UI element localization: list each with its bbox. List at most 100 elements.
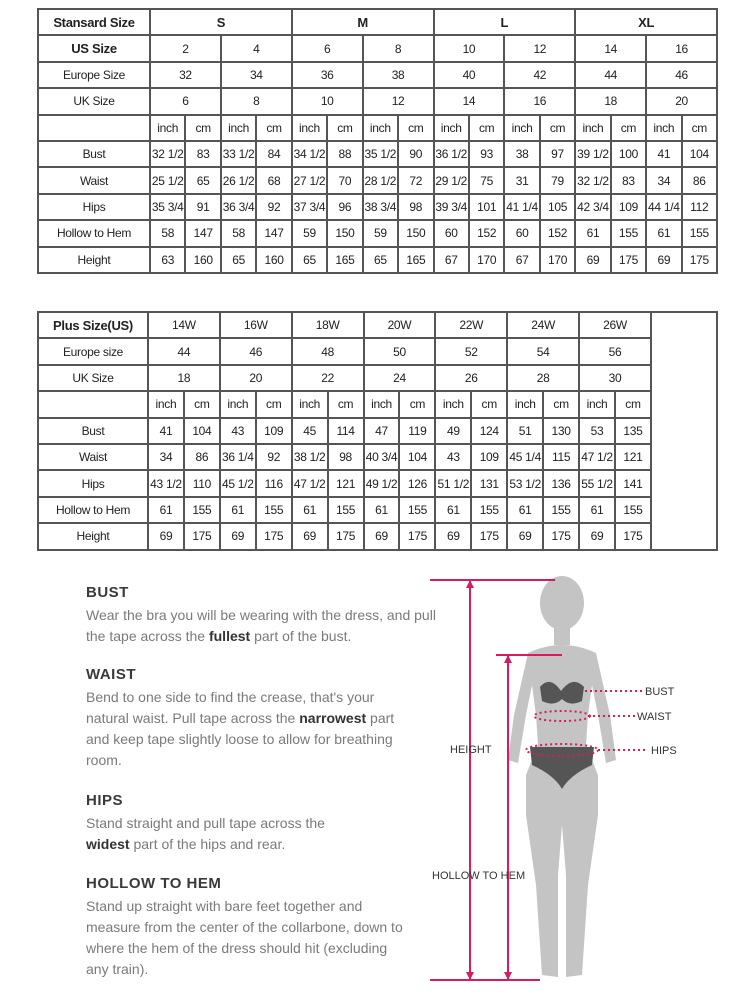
table-cell: 72: [397, 166, 435, 195]
us_size-row: US Size 2 4 6 8 10 12 14 16: [37, 34, 718, 63]
unit-cell: inch: [506, 390, 545, 419]
table-cell: 79: [538, 166, 577, 195]
bust-guide: BUST Wear the bra you will be wearing wi…: [86, 584, 446, 647]
table-cell: 116: [254, 469, 293, 498]
table-cell: 43 1/2: [147, 469, 185, 498]
table-cell: 88: [326, 139, 364, 169]
table-cell: 46: [645, 60, 718, 90]
table-cell: 160: [184, 245, 222, 274]
unit-cell: inch: [645, 113, 683, 142]
table-cell: 45 1/4: [506, 442, 545, 472]
table-cell: 43: [218, 416, 257, 445]
table-cell: 90: [397, 139, 435, 169]
table-cell: 14: [574, 34, 648, 63]
row-label: US Size: [37, 34, 151, 63]
unit-cell: cm: [398, 390, 437, 419]
table-cell: 41: [645, 139, 683, 169]
table-cell: 42: [503, 60, 577, 90]
table-cell: 50: [362, 337, 437, 366]
unit-cell: cm: [680, 113, 719, 142]
table-cell: 2: [149, 34, 222, 63]
table-cell: 36: [290, 60, 364, 90]
table-cell: 112: [680, 192, 719, 222]
table-cell: 18: [574, 87, 648, 116]
table-cell: 34: [219, 60, 293, 90]
size-group-header: S: [149, 7, 293, 37]
size-group-header: L: [432, 7, 577, 37]
table-cell: 14: [432, 87, 506, 116]
table-cell: 152: [467, 219, 506, 248]
unit-cell: cm: [326, 390, 365, 419]
unit-cell: cm: [182, 390, 221, 419]
table-cell: 31: [503, 166, 541, 195]
table-cell: 175: [613, 522, 653, 551]
row-label: Hollow to Hem: [37, 495, 149, 525]
table-cell: 155: [609, 219, 648, 248]
table-cell: 170: [467, 245, 506, 274]
table-cell: 22: [290, 363, 365, 393]
table-cell: 104: [182, 416, 221, 445]
bust-title: BUST: [86, 584, 129, 601]
measurement-row: Height 63 160 65 160 65 165 65 165 67 170 67 170 69 17…: [37, 245, 719, 274]
table-cell: 61: [645, 219, 683, 248]
table-cell: 53 1/2: [506, 469, 545, 498]
table-cell: 65: [290, 245, 329, 274]
table-cell: 86: [680, 166, 719, 195]
table-cell: 51: [506, 416, 545, 445]
table-cell: 69: [147, 522, 185, 551]
table-cell: 69: [645, 245, 683, 274]
unit-cell: cm: [613, 390, 653, 419]
table-cell: 83: [609, 166, 648, 195]
uk_size-row: UK Size 18 20 22 24 26 28 30: [37, 363, 717, 393]
row-label: Europe size: [37, 337, 149, 366]
table-cell: 27 1/2: [290, 166, 329, 195]
size-header: 26W: [578, 310, 652, 340]
unit-cell: inch: [503, 113, 541, 142]
europe_size-row: Europe Size 32 34 36 38 40 42 44 46: [37, 60, 718, 90]
row-label: UK Size: [37, 363, 149, 393]
table-cell: 10: [290, 87, 364, 116]
table-cell: 100: [609, 139, 648, 169]
table-cell: 39 3/4: [432, 192, 470, 222]
table-cell: 109: [609, 192, 648, 222]
table-cell: 56: [578, 337, 652, 366]
table-cell: 37 3/4: [290, 192, 329, 222]
hips-guide: HIPS Stand straight and pull tape across…: [86, 792, 446, 855]
table-cell: 93: [467, 139, 506, 169]
table-cell: 109: [254, 416, 293, 445]
row-label: Waist: [37, 166, 151, 195]
table-cell: 55 1/2: [578, 469, 616, 498]
measurement-row: Waist 34 86 36 1/4 92 38 1/2 98 40 3/4 104 43 109 4…: [37, 442, 717, 472]
table-cell: 147: [255, 219, 293, 248]
table-cell: 109: [470, 442, 509, 472]
table-cell: 110: [182, 469, 221, 498]
table-cell: 69: [434, 522, 473, 551]
table-cell: 155: [613, 495, 653, 525]
table-cell: 53: [578, 416, 616, 445]
table-cell: 61: [290, 495, 329, 525]
table-cell: 155: [470, 495, 509, 525]
unit-cell: inch: [147, 390, 185, 419]
table-cell: 101: [467, 192, 506, 222]
table-cell: 114: [326, 416, 365, 445]
size-header: 16W: [218, 310, 293, 340]
unit-cell: cm: [254, 390, 293, 419]
table-cell: 141: [613, 469, 653, 498]
plus-size-table: Plus Size(US) 14W 16W 18W 20W 22W 24W 26W Europe…: [37, 310, 718, 551]
table-cell: 16: [503, 87, 577, 116]
row-label: Waist: [37, 442, 149, 472]
table-cell: 8: [219, 87, 293, 116]
table-cell: 44: [574, 60, 648, 90]
table-cell: 175: [254, 522, 293, 551]
table-cell: 45: [290, 416, 329, 445]
table-cell: 135: [613, 416, 653, 445]
table-cell: 61: [362, 495, 401, 525]
table-cell: 49: [434, 416, 473, 445]
row-label: Hips: [37, 192, 151, 222]
table-cell: 18: [147, 363, 221, 393]
measurement-row: Hollow to Hem 61 155 61 155 61 155 61 155 61 155 61…: [37, 495, 717, 525]
table-cell: 175: [542, 522, 581, 551]
table-cell: 124: [470, 416, 509, 445]
table-cell: 175: [182, 522, 221, 551]
size-header: 20W: [362, 310, 437, 340]
